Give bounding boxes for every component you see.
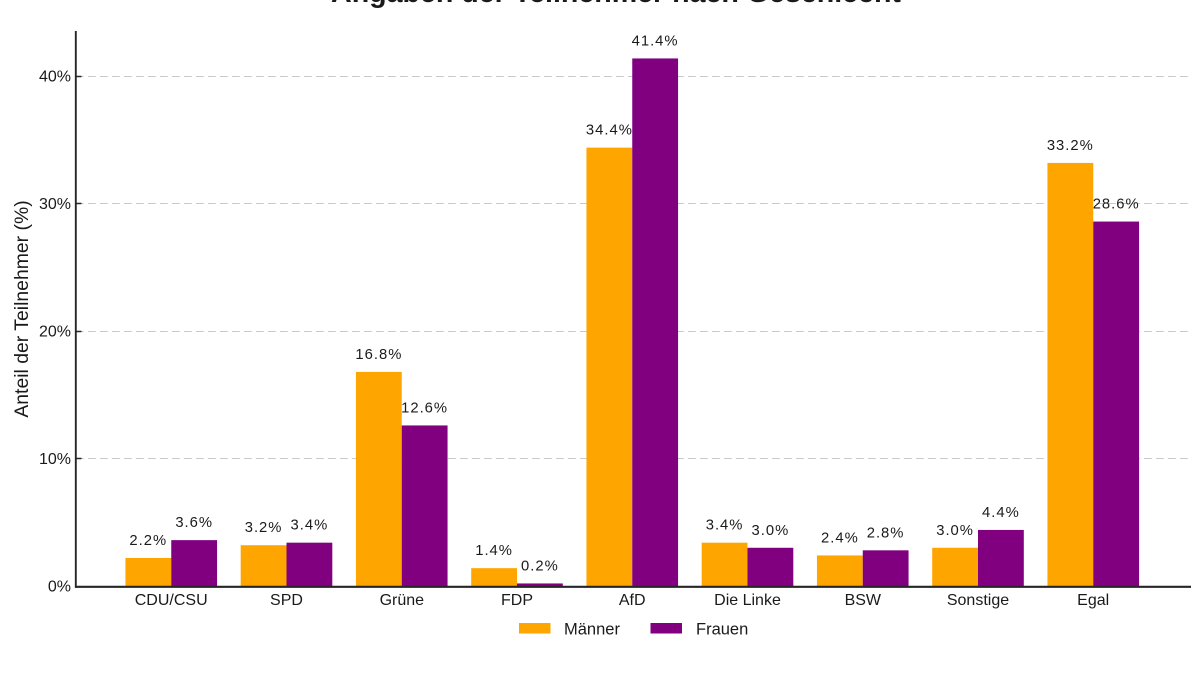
svg-text:3.0%: 3.0% (752, 523, 790, 539)
svg-text:AfD: AfD (619, 592, 646, 609)
svg-text:2.4%: 2.4% (821, 530, 859, 546)
svg-text:SPD: SPD (270, 592, 303, 609)
svg-text:4.4%: 4.4% (982, 505, 1020, 521)
svg-text:41.4%: 41.4% (632, 33, 679, 49)
svg-text:3.0%: 3.0% (936, 523, 974, 539)
svg-text:3.4%: 3.4% (706, 518, 744, 534)
svg-text:10%: 10% (39, 451, 71, 468)
svg-text:0.2%: 0.2% (521, 559, 559, 575)
svg-text:40%: 40% (39, 69, 71, 86)
svg-text:33.2%: 33.2% (1047, 138, 1094, 154)
svg-text:12.6%: 12.6% (401, 400, 448, 416)
svg-text:1.4%: 1.4% (475, 543, 513, 559)
svg-text:Anteil der Teilnehmer (%): Anteil der Teilnehmer (%) (11, 200, 33, 417)
svg-text:BSW: BSW (845, 592, 882, 609)
svg-text:2.2%: 2.2% (129, 533, 167, 549)
svg-text:Egal: Egal (1077, 592, 1109, 609)
svg-text:CDU/CSU: CDU/CSU (135, 592, 208, 609)
svg-text:Sonstige: Sonstige (947, 592, 1009, 609)
svg-text:16.8%: 16.8% (355, 347, 402, 363)
svg-text:34.4%: 34.4% (586, 123, 633, 139)
svg-text:Männer: Männer (564, 621, 620, 639)
svg-text:3.2%: 3.2% (245, 520, 283, 536)
svg-text:FDP: FDP (501, 592, 533, 609)
svg-text:28.6%: 28.6% (1093, 197, 1140, 213)
svg-text:Frauen: Frauen (696, 621, 748, 639)
svg-text:Angaben der Teilnehmer nach Ge: Angaben der Teilnehmer nach Geschlecht (331, 0, 901, 9)
svg-text:3.6%: 3.6% (175, 515, 213, 531)
svg-text:0%: 0% (48, 578, 71, 595)
svg-text:30%: 30% (39, 196, 71, 213)
svg-text:Die Linke: Die Linke (714, 592, 781, 609)
svg-text:Grüne: Grüne (380, 592, 425, 609)
svg-text:2.8%: 2.8% (867, 525, 905, 541)
svg-text:3.4%: 3.4% (291, 518, 329, 534)
svg-text:20%: 20% (39, 324, 71, 341)
